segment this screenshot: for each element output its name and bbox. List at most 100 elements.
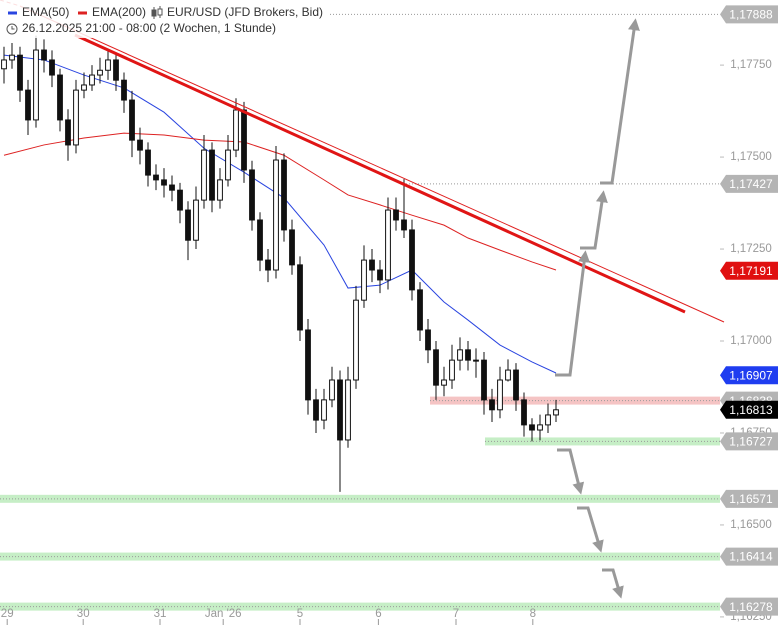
candle-body [481, 359, 487, 401]
candle-body [113, 59, 119, 81]
candle-body [521, 399, 527, 426]
x-tick-label: 7 [453, 608, 459, 620]
candle-body [337, 379, 343, 441]
candle-body [81, 84, 87, 91]
price-tag [720, 547, 778, 566]
candle-body [73, 89, 79, 146]
candle-body [9, 54, 15, 61]
candle-body [249, 169, 255, 221]
y-tick-label: 1,16500 [730, 519, 772, 531]
price-tag-label: 1,16727 [729, 435, 773, 449]
candle-icon [151, 6, 163, 19]
x-tick-label: 29 [1, 608, 14, 620]
candle-body [185, 209, 191, 241]
candle-body [345, 379, 351, 441]
levels [0, 13, 720, 611]
arrow-up [555, 250, 591, 377]
price-tag-label: 1,16813 [729, 403, 773, 417]
y-tick-label: 1,17500 [730, 151, 772, 163]
candle-body [497, 379, 503, 411]
candle-body [137, 139, 143, 151]
clock-icon [11, 26, 15, 30]
candle-body [297, 264, 303, 331]
candle-body [377, 269, 383, 281]
y-tick-label: 1,17000 [730, 335, 772, 347]
axis: 1,162501,165001,167501,170001,172501,175… [1, 5, 778, 625]
x-tick-label: 6 [375, 608, 381, 620]
candle-body [65, 119, 71, 146]
candle-body [409, 229, 415, 291]
x-tick-label: 5 [297, 608, 303, 620]
price-tag [720, 489, 778, 508]
candle-body [457, 349, 463, 361]
candle-body [33, 49, 39, 121]
candle-body [209, 149, 215, 201]
candle-body [41, 49, 47, 61]
candle-body [193, 199, 199, 241]
candle-body [201, 149, 207, 201]
candle-body [233, 109, 239, 151]
candle-body [361, 259, 367, 301]
candle-body [153, 174, 159, 181]
candle-body [465, 349, 471, 361]
candle-body [281, 159, 287, 231]
y-tick-label: 1,17250 [730, 243, 772, 255]
arrow-up [600, 18, 640, 185]
legend-label: EMA(50) [22, 5, 69, 19]
candle-body [169, 184, 175, 191]
candle-body [545, 414, 551, 426]
candle-body [161, 179, 167, 186]
candle-body [489, 399, 495, 411]
candle-body [417, 289, 423, 331]
candle-body [505, 369, 511, 381]
candle-body [393, 209, 399, 221]
candle-body [25, 89, 31, 121]
candle-body [385, 209, 391, 281]
price-tag-label: 1,16907 [729, 368, 773, 382]
arrow-down [557, 448, 585, 495]
price-tag-label: 1,17888 [729, 8, 773, 22]
candle-body [513, 369, 519, 401]
candle-body [241, 109, 247, 171]
price-tag [720, 174, 778, 193]
x-tick-label: 8 [530, 608, 536, 620]
candle-body [433, 349, 439, 386]
candle-body [97, 69, 103, 76]
price-tag [720, 366, 778, 385]
candle-body [473, 359, 479, 362]
candle-body [1, 59, 7, 70]
candle-body [289, 229, 295, 266]
price-tag [720, 400, 778, 419]
x-tick-label: 31 [154, 608, 167, 620]
candle-body [57, 74, 63, 121]
price-tag-label: 1,17427 [729, 177, 773, 191]
candle-body [553, 409, 559, 416]
arrows [555, 18, 640, 599]
price-tag [720, 432, 778, 451]
arrow-up [580, 190, 608, 250]
arrow-down [602, 568, 624, 599]
chart-title: EUR/USD (JFD Brokers, Bid) [167, 5, 323, 19]
y-tick-label: 1,17750 [730, 59, 772, 71]
candle-body [89, 74, 95, 86]
plot [1, 35, 559, 492]
candle-body [449, 359, 455, 381]
candle-body [305, 329, 311, 401]
candle-body [17, 54, 23, 91]
price-tag [720, 261, 778, 280]
chart-subtitle: 26.12.2025 21:00 - 08:00 (2 Wochen, 1 St… [22, 21, 276, 35]
price-tag-label: 1,16278 [729, 600, 773, 614]
candle-body [369, 259, 375, 271]
candle-body [425, 329, 431, 351]
candle-body [401, 219, 407, 231]
candle-body [537, 424, 543, 431]
candle-body [353, 299, 359, 381]
price-tag-label: 1,16571 [729, 492, 773, 506]
arrow-down [577, 506, 604, 553]
x-tick-label: 30 [77, 608, 90, 620]
candle-body [313, 399, 319, 421]
legend-label: EMA(200) [92, 5, 146, 19]
clock-icon [6, 23, 18, 35]
legend-bg [0, 0, 330, 38]
